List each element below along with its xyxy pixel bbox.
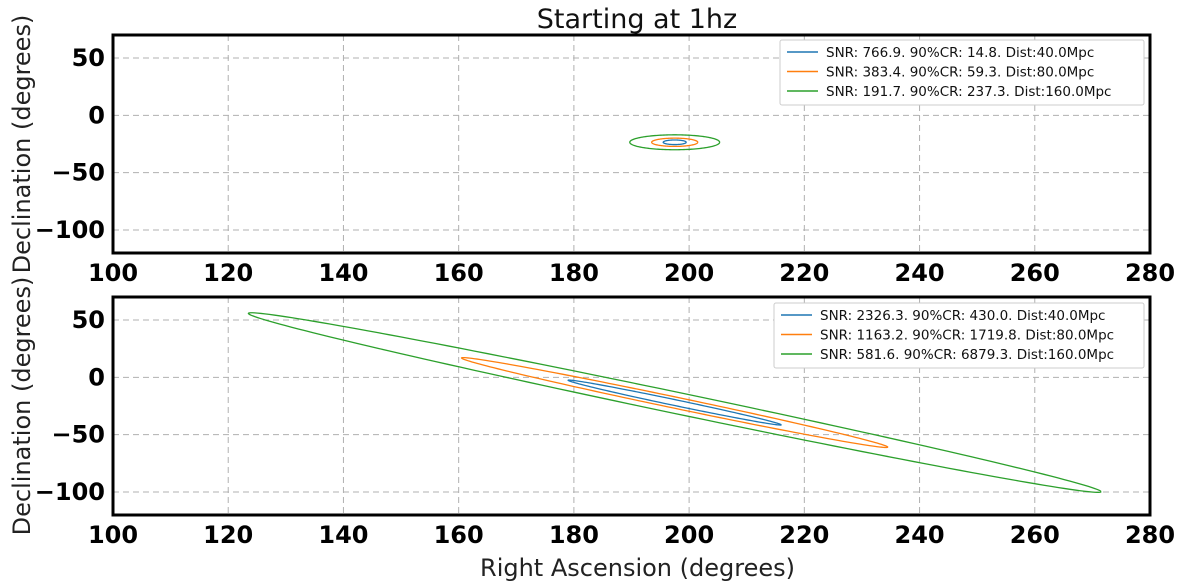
figure-title: Starting at 1hz xyxy=(537,4,737,35)
series-0-contour xyxy=(662,139,687,146)
y-tick-label: −100 xyxy=(35,216,105,244)
x-tick-label: 160 xyxy=(434,259,484,287)
x-tick-label: 180 xyxy=(549,521,599,549)
series-0-contour xyxy=(567,379,782,426)
x-tick-label: 100 xyxy=(88,521,138,549)
legend-entry: SNR: 383.4. 90%CR: 59.3. Dist:80.0Mpc xyxy=(826,65,1094,81)
top-panel: 100 120 140 160 180 200 220 240 260 280 50 0 −50 −100… xyxy=(8,15,1175,287)
x-tick-label: 220 xyxy=(779,259,829,287)
legend: SNR: 766.9. 90%CR: 14.8. Dist:40.0Mpc SNR… xyxy=(779,39,1145,106)
x-tick-label: 180 xyxy=(549,259,599,287)
x-tick-label: 280 xyxy=(1125,259,1175,287)
x-axis-label: Right Ascension (degrees) xyxy=(480,554,795,582)
y-tick-label: 0 xyxy=(88,363,105,391)
bottom-panel: 100 120 140 160 180 200 220 240 260 280 50 0 −50 −100… xyxy=(8,277,1175,582)
x-tick-label: 200 xyxy=(664,259,714,287)
x-tick-label: 140 xyxy=(318,521,368,549)
axes-frame xyxy=(111,295,1152,517)
y-tick-label: −50 xyxy=(51,421,105,449)
legend-entry: SNR: 1163.2. 90%CR: 1719.8. Dist:80.0Mpc xyxy=(820,328,1114,344)
x-tick-label: 120 xyxy=(203,259,253,287)
legend-box xyxy=(779,39,1145,106)
x-tick-label: 260 xyxy=(1010,259,1060,287)
x-tick-label: 160 xyxy=(434,521,484,549)
x-tick-label: 240 xyxy=(895,521,945,549)
series-2-contour xyxy=(629,134,721,151)
x-tick-label: 200 xyxy=(664,521,714,549)
series-1-contour xyxy=(460,356,889,449)
legend: SNR: 2326.3. 90%CR: 430.0. Dist:40.0Mpc S… xyxy=(773,302,1145,369)
legend-entry: SNR: 581.6. 90%CR: 6879.3. Dist:160.0Mpc xyxy=(820,347,1114,363)
y-axis-label: Declination (degrees) xyxy=(8,15,36,274)
x-tick-label: 280 xyxy=(1125,521,1175,549)
x-tick-label: 260 xyxy=(1010,521,1060,549)
x-tick-label: 220 xyxy=(779,521,829,549)
legend-entry: SNR: 191.7. 90%CR: 237.3. Dist:160.0Mpc xyxy=(826,84,1111,100)
axes-frame xyxy=(111,33,1152,255)
x-tick-label: 120 xyxy=(203,521,253,549)
series-1-contour xyxy=(651,137,699,148)
y-tick-label: 50 xyxy=(72,44,105,72)
series-2-contour xyxy=(247,312,1102,494)
y-tick-label: −50 xyxy=(51,159,105,187)
legend-entry: SNR: 766.9. 90%CR: 14.8. Dist:40.0Mpc xyxy=(826,45,1094,61)
x-tick-label: 140 xyxy=(318,259,368,287)
y-tick-label: 50 xyxy=(72,306,105,334)
x-tick-label: 100 xyxy=(88,259,138,287)
y-tick-label: 0 xyxy=(88,101,105,129)
legend-box xyxy=(773,302,1145,369)
legend-entry: SNR: 2326.3. 90%CR: 430.0. Dist:40.0Mpc xyxy=(820,308,1105,324)
y-axis-label: Declination (degrees) xyxy=(8,277,36,536)
x-tick-label: 240 xyxy=(895,259,945,287)
y-tick-label: −100 xyxy=(35,478,105,506)
